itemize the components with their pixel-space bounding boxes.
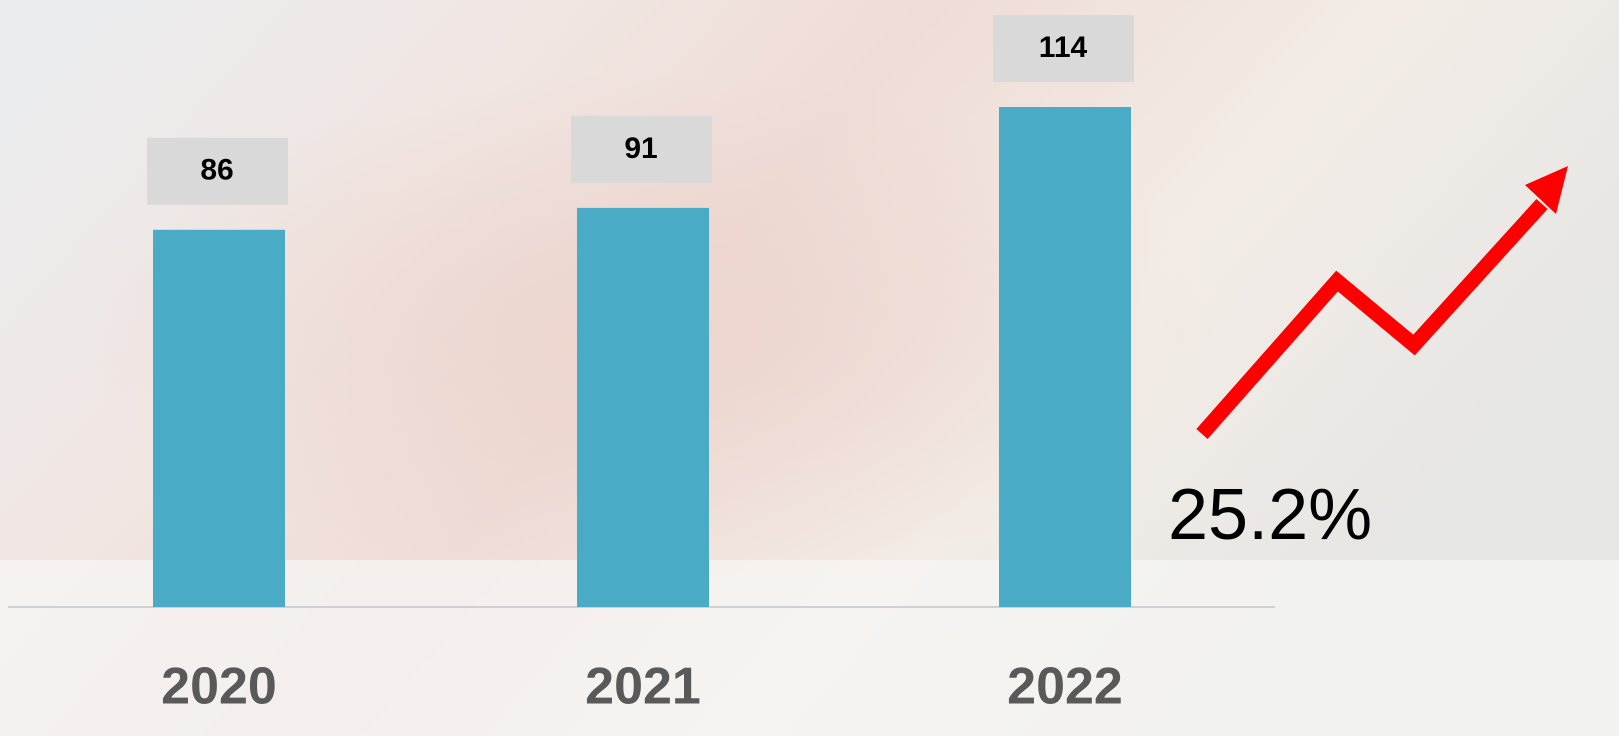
x-tick-label: 2021 [585, 658, 701, 716]
x-tick-label: 2020 [161, 658, 277, 716]
trend-arrow-head [1525, 166, 1568, 214]
trend-arrow [1196, 198, 1548, 439]
bar [999, 107, 1131, 607]
x-tick-label: 2022 [1007, 658, 1123, 716]
value-label-box [571, 115, 712, 183]
bar [153, 229, 285, 608]
value-label-box [993, 15, 1134, 82]
value-label: 86 [200, 154, 233, 187]
value-label-box [147, 137, 288, 205]
value-label: 114 [1039, 31, 1088, 64]
bar [577, 207, 709, 607]
value-label: 91 [624, 132, 657, 165]
annotation: 25.2% [1168, 475, 1372, 555]
